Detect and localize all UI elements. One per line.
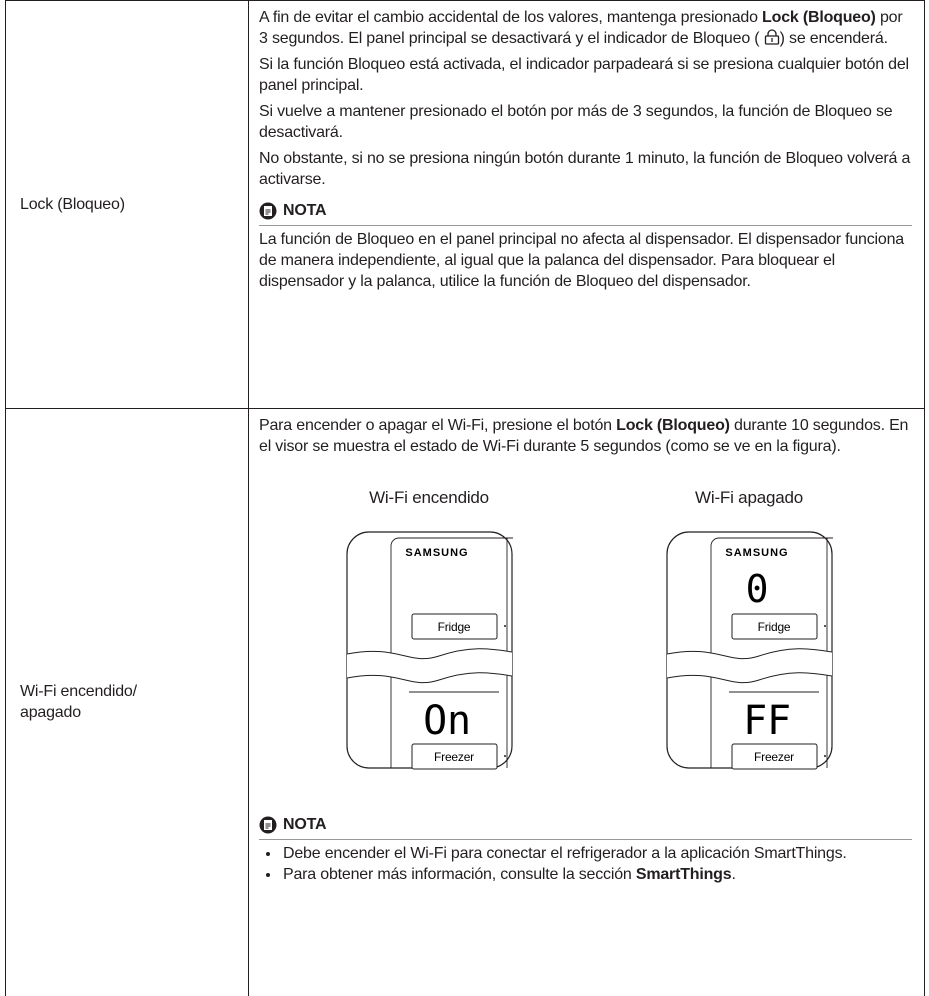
text: Para encender o apagar el Wi-Fi, presion… [259, 417, 612, 434]
paragraph: Si vuelve a mantener presionado el botón… [259, 103, 893, 141]
paragraph: Para encender o apagar el Wi-Fi, presion… [259, 415, 912, 457]
control-panel: SAMSUNG 0 Fridge FF Freezer [666, 531, 833, 770]
bold-text: Lock (Bloqueo) [762, 9, 876, 26]
figures: Wi-Fi encendido SAMSUNG Fridge On Freezer Wi-… [259, 487, 909, 776]
brand: SAMSUNG [405, 547, 468, 559]
button-label: Freezer [754, 750, 794, 764]
text: por 3 segundos. El panel principal se de… [259, 9, 903, 47]
panel-strip [710, 537, 833, 768]
paragraph: A fin de evitar el cambio accidental de … [259, 7, 912, 49]
break-line [346, 648, 513, 660]
bullet: Para obtener más información, consulte l… [266, 864, 912, 885]
text: . [731, 866, 736, 883]
indicator [824, 755, 826, 757]
paragraph: No obstante, si no se presiona ningún bo… [259, 150, 911, 188]
text: durante 10 segundos. En el visor se mues… [259, 417, 909, 455]
note-title: NOTA [283, 816, 327, 833]
lock-icon [764, 29, 779, 45]
paragraph: Si la función Bloqueo está activada, el … [259, 56, 909, 94]
button-label: Fridge [758, 620, 791, 634]
indicator [504, 625, 506, 627]
button [731, 743, 818, 770]
bold-text: Lock (Bloqueo) [616, 417, 730, 434]
control-panel: SAMSUNG Fridge On Freezer [346, 531, 513, 770]
button [731, 613, 818, 640]
figure-caption: Wi-Fi apagado [695, 488, 803, 507]
brand: SAMSUNG [725, 547, 788, 559]
panel-strip [390, 537, 513, 768]
note-title: NOTA [283, 202, 327, 219]
break-line [666, 648, 833, 660]
row-label: Lock (Bloqueo) [5, 0, 249, 409]
text: ) se encenderá. [779, 30, 888, 47]
break [347, 648, 512, 683]
button [411, 613, 498, 640]
button-label: Freezer [434, 750, 474, 764]
note-icon [259, 816, 277, 833]
row-content: A fin de evitar el cambio accidental de … [248, 0, 925, 409]
feature-table: Lock (Bloqueo) A fin de evitar el cambio… [5, 0, 925, 996]
text: Para obtener más información, consulte l… [283, 866, 632, 883]
break-line [346, 672, 513, 684]
indicator [504, 755, 506, 757]
bold-text: SmartThings [635, 866, 732, 883]
row-content: Para encender o apagar el Wi-Fi, presion… [248, 408, 925, 996]
bullet: Debe encender el Wi-Fi para conectar el … [266, 843, 912, 864]
note-list: Debe encender el Wi-Fi para conectar el … [259, 839, 912, 885]
button-label: Fridge [438, 620, 471, 634]
display: 0 [746, 567, 769, 611]
row-label: Wi-Fi encendido/ apagado [5, 408, 249, 996]
break-line [666, 672, 833, 684]
text: A fin de evitar el cambio accidental de … [259, 9, 758, 26]
row: Wi-Fi encendido/ apagado Para encender o… [5, 408, 925, 996]
indicator [824, 625, 826, 627]
figure: Wi-Fi apagado SAMSUNG 0 Fridge FF Freezer [659, 487, 839, 776]
figure-caption: Wi-Fi encendido [369, 488, 489, 507]
button [411, 743, 498, 770]
note-header: NOTA [259, 814, 912, 835]
note-text: La función de Bloqueo en el panel princi… [259, 225, 912, 292]
display: FF [743, 698, 791, 744]
figure: Wi-Fi encendido SAMSUNG Fridge On Freezer [339, 487, 519, 776]
note-icon [259, 202, 277, 219]
row: Lock (Bloqueo) A fin de evitar el cambio… [5, 0, 925, 409]
display: On [423, 698, 471, 744]
label-text: Wi-Fi encendido/ apagado [20, 683, 137, 722]
note-header: NOTA [259, 200, 912, 221]
break [667, 648, 832, 683]
